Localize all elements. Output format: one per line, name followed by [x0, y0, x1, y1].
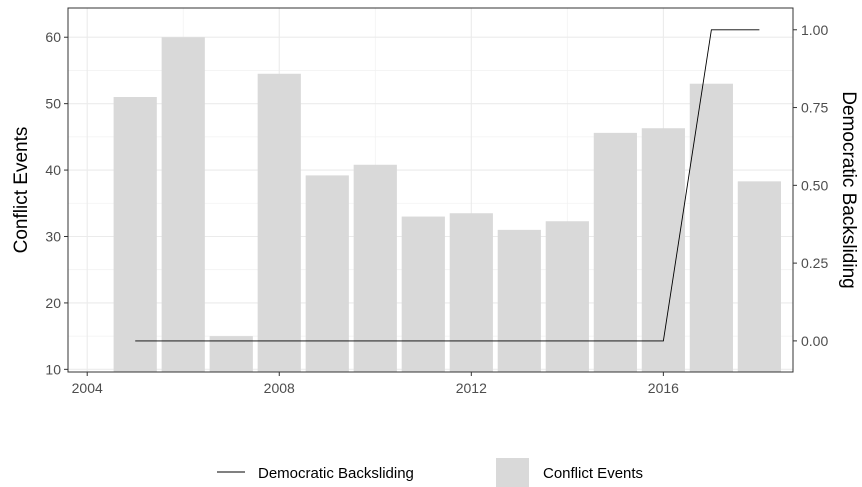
x-tick-label: 2008: [264, 380, 295, 396]
x-tick-label: 2016: [648, 380, 679, 396]
bar-2011: [401, 216, 445, 372]
y-tick-label-left: 50: [45, 96, 61, 112]
ticks-bottom: 2004 2008 2012 2016: [72, 372, 679, 396]
ticks-right: 0.00 0.25 0.50 0.75 1.00: [793, 22, 828, 349]
bar-2013: [497, 229, 541, 372]
bar-2012: [449, 213, 493, 372]
y-tick-label-left: 20: [45, 295, 61, 311]
bars: [113, 37, 781, 372]
y-axis-title-left: Conflict Events: [11, 127, 32, 254]
y-tick-label-left: 40: [45, 162, 61, 178]
bar-2008: [257, 73, 301, 372]
legend-label-conflict: Conflict Events: [543, 465, 643, 482]
bar-2017: [689, 83, 733, 372]
plot-panel-border: [67, 7, 794, 373]
bar-2018: [737, 181, 781, 372]
y-tick-label-right: 0.00: [801, 333, 828, 349]
x-tick-label: 2012: [456, 380, 487, 396]
series-line-backsliding: [135, 29, 760, 342]
bar-2007: [209, 336, 253, 372]
legend-key-box: [496, 458, 529, 487]
bar-2009: [305, 175, 349, 372]
y-tick-label-right: 0.50: [801, 177, 828, 193]
bar-2015: [593, 132, 637, 372]
line-layer: [135, 29, 760, 342]
bar-2014: [545, 221, 589, 372]
y-tick-label-right: 1.00: [801, 22, 828, 38]
x-tick-label: 2004: [72, 380, 103, 396]
bar-2010: [353, 164, 397, 372]
y-axis-title-right: Democratic Backsliding: [838, 91, 859, 288]
bar-2016: [641, 128, 685, 372]
legend-label-backsliding: Democratic Backsliding: [258, 465, 414, 482]
bar-2005: [113, 97, 157, 372]
y-tick-label-right: 0.25: [801, 255, 828, 271]
y-tick-label-left: 10: [45, 361, 61, 377]
y-tick-label-right: 0.75: [801, 100, 828, 116]
y-tick-label-left: 30: [45, 228, 61, 244]
ticks-left: 10 20 30 40 50 60: [45, 29, 68, 377]
legend: Democratic Backsliding Conflict Events: [217, 458, 643, 487]
y-tick-label-left: 60: [45, 29, 61, 45]
bar-2006: [161, 37, 205, 372]
